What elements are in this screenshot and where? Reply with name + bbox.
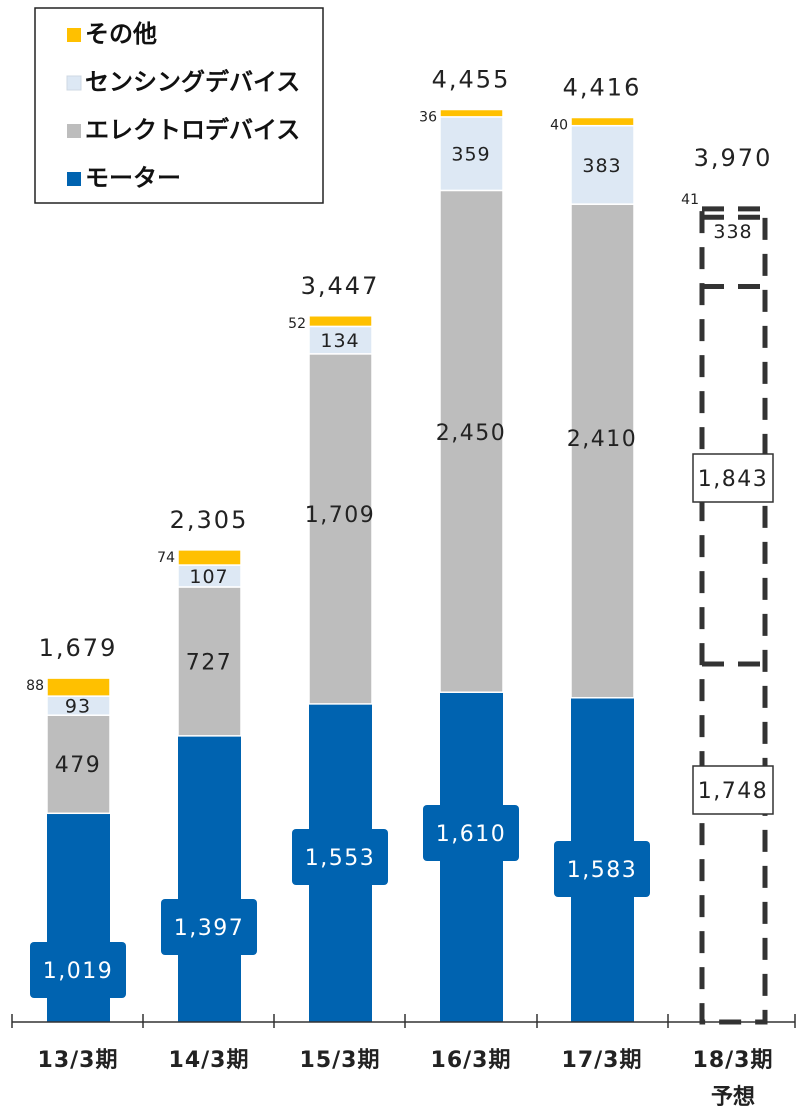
data-label-other-5: 41	[681, 192, 699, 208]
data-label-electro-1: 727	[186, 650, 233, 675]
label-box-electro-5	[692, 453, 774, 503]
legend-swatch-motor	[67, 172, 81, 186]
total-label-3: 4,455	[432, 66, 511, 94]
bar-other-2	[308, 315, 373, 328]
bar-electro-2	[308, 353, 373, 705]
data-label-sensing-1: 107	[189, 566, 228, 588]
legend-label-electro: エレクトロデバイス	[85, 116, 300, 144]
bar-electro-4	[570, 203, 635, 699]
total-label-5: 3,970	[694, 144, 773, 172]
x-tick-label-3: 16/3期	[431, 1048, 512, 1073]
label-box-motor-0	[30, 942, 126, 998]
data-label-electro-3: 2,450	[436, 421, 506, 446]
label-box-motor-5	[692, 765, 774, 815]
bars	[46, 108, 768, 1025]
label-box-motor-3	[423, 805, 519, 861]
legend-label-sensing: センシングデバイス	[85, 68, 300, 96]
data-label-electro-2: 1,709	[305, 503, 375, 528]
bar-other-0	[46, 677, 111, 697]
bar-electro-1	[177, 586, 242, 737]
label-box-motor-2	[292, 829, 388, 885]
total-label-1: 2,305	[170, 506, 249, 534]
data-label-sensing-0: 93	[65, 696, 91, 718]
x-tick-label-0: 13/3期	[38, 1048, 119, 1073]
bar-electro-3	[439, 189, 504, 693]
legend-swatch-sensing	[66, 75, 82, 91]
data-label-other-3: 36	[419, 110, 437, 126]
bar-electro-0	[46, 714, 111, 815]
data-label-motor-1: 1,397	[174, 916, 244, 941]
total-label-4: 4,416	[563, 73, 642, 101]
data-label-motor-0: 1,019	[43, 959, 113, 984]
data-label-sensing-4: 383	[582, 155, 621, 177]
data-label-electro-5: 1,843	[698, 467, 768, 492]
x-tick-label-4: 17/3期	[562, 1048, 643, 1073]
x-tick-label-2: 15/3期	[300, 1048, 381, 1073]
data-label-motor-4: 1,583	[567, 858, 637, 883]
legend-label-motor: モーター	[85, 164, 181, 192]
data-label-other-2: 52	[288, 316, 306, 332]
data-label-electro-4: 2,410	[567, 427, 637, 452]
bar-other-3	[439, 108, 504, 118]
legend-box	[34, 7, 324, 204]
data-label-other-1: 74	[157, 550, 175, 566]
data-label-sensing-5: 338	[713, 221, 752, 243]
x-tick-label-1: 14/3期	[169, 1048, 250, 1073]
label-box-motor-4	[554, 841, 650, 897]
bar-motor-1	[178, 735, 241, 1022]
forecast-label: 予想	[711, 1085, 755, 1110]
legend-label-other: その他	[85, 20, 157, 48]
data-label-other-0: 88	[26, 678, 44, 694]
total-label-0: 1,679	[39, 634, 118, 662]
data-labels: 1,019 479 93 88 1,679 1,397 727 107 74 2,305 1,553…	[26, 66, 774, 998]
bar-other-4	[570, 116, 635, 127]
data-label-sensing-2: 134	[320, 330, 359, 352]
bar-other-1	[177, 549, 242, 566]
label-box-motor-1	[161, 899, 257, 955]
data-label-sensing-3: 359	[451, 144, 490, 166]
data-label-other-4: 40	[550, 117, 568, 133]
bar-sensing-3	[439, 116, 504, 192]
data-label-motor-2: 1,553	[305, 846, 375, 871]
data-label-electro-0: 479	[55, 753, 102, 778]
data-label-motor-3: 1,610	[436, 822, 506, 847]
total-label-2: 3,447	[301, 272, 380, 300]
legend-swatch-electro	[67, 124, 81, 138]
legend-swatch-other	[67, 28, 81, 42]
x-tick-label-5: 18/3期	[693, 1048, 774, 1073]
bar-sensing-4	[570, 124, 635, 205]
data-label-motor-5: 1,748	[698, 779, 768, 804]
